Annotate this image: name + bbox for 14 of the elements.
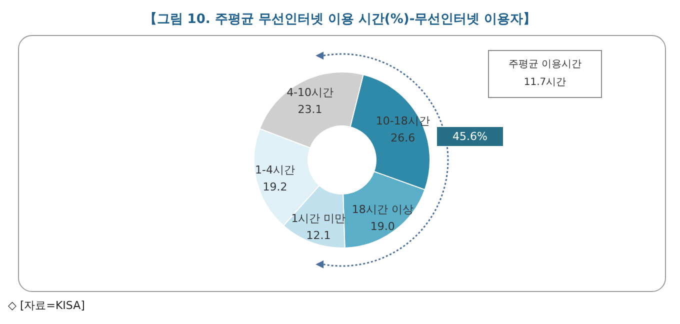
text: 주평균 이용시간 — [507, 58, 583, 72]
slice-label: 1-4시간 — [254, 163, 295, 176]
data-label: 19.2 — [262, 180, 288, 194]
text: 11.7시간 — [522, 76, 568, 90]
text: 45.6% — [437, 127, 503, 146]
slice-label: 1시간 미만 — [291, 212, 346, 225]
data-label: 19.0 — [370, 220, 395, 233]
text: ◇ [자료=KISA] — [8, 298, 85, 313]
data-label: 12.1 — [306, 228, 331, 242]
slice-label: 18시간 이상 — [352, 202, 414, 216]
slice-label: 4-10시간 — [286, 86, 334, 99]
data-label: 23.1 — [298, 102, 322, 116]
data-label: 26.6 — [390, 131, 416, 144]
chart-title: 【그림 10. 주평균 무선인터넷 이용 시간(%)-무선인터넷 이용자】 — [142, 11, 538, 28]
